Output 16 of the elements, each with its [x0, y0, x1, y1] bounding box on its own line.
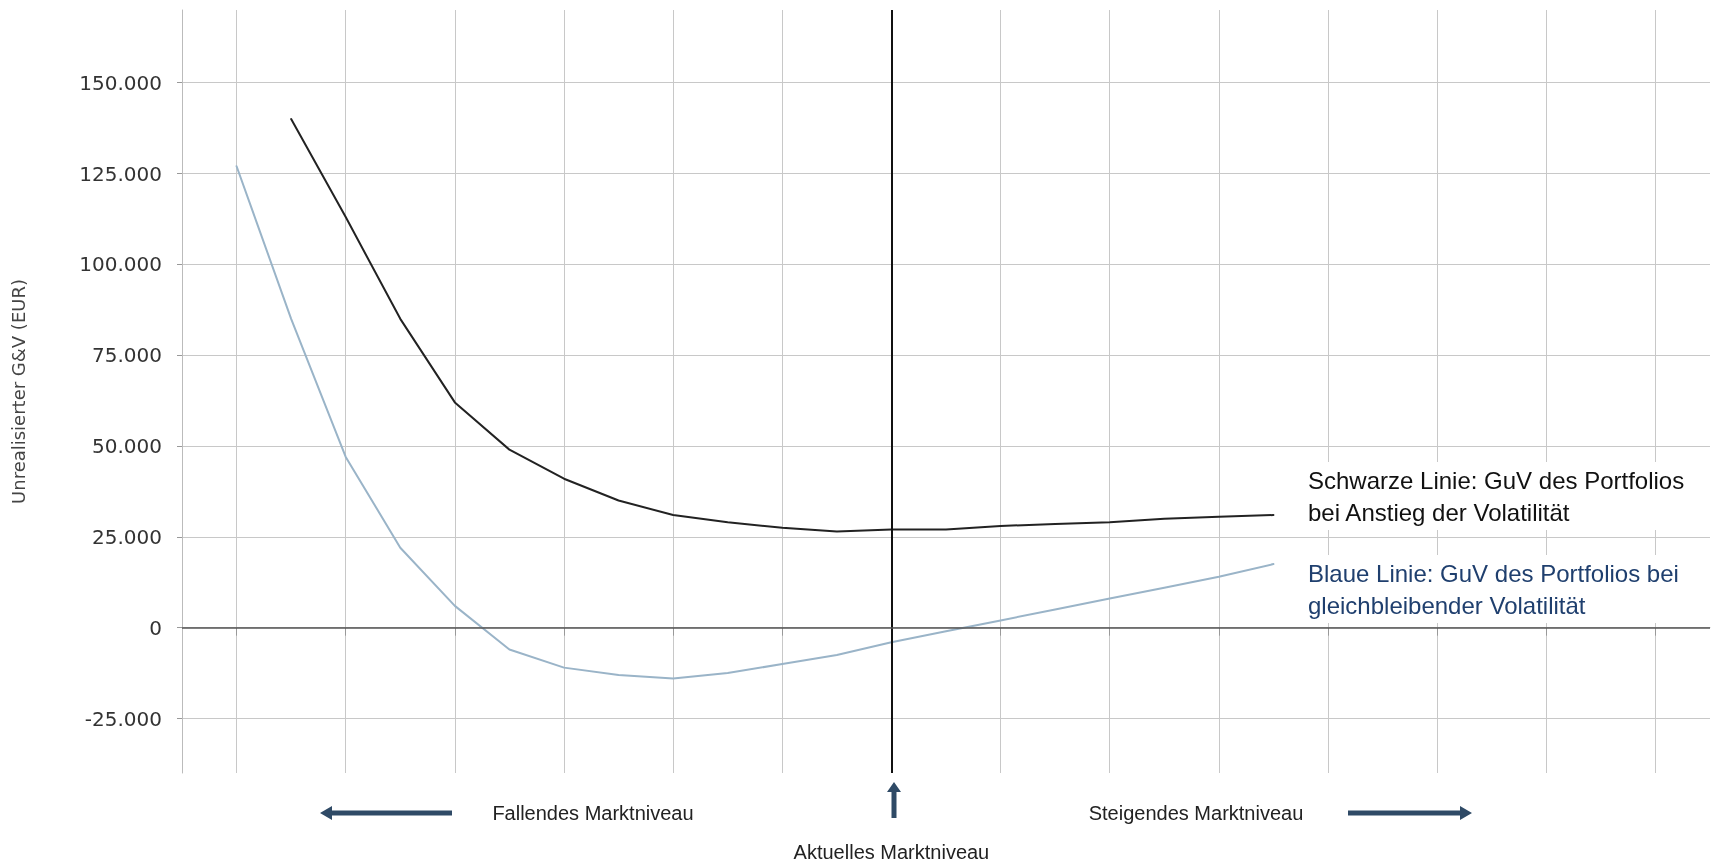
- annotation: Blaue Linie: GuV des Portfolios bei gleichbleibender Volatilität: [1308, 559, 1686, 619]
- y-tick-label: -25.000: [84, 706, 162, 731]
- line-series: [290, 118, 1275, 533]
- y-tick-label: 125.000: [79, 161, 162, 186]
- y-tick-label: 100.000: [79, 252, 162, 277]
- text: Aktuelles Marktniveau: [793, 841, 990, 863]
- text: Fallendes Marktniveau: [492, 802, 694, 824]
- y-tick-label: 150.000: [79, 70, 162, 95]
- y-tick-label: 75.000: [92, 343, 162, 368]
- annotation: Schwarze Linie: GuV des Portfolios bei Anstieg der Volatilität: [1308, 466, 1691, 526]
- line-series: [235, 165, 1275, 680]
- y-tick-label: 50.000: [92, 434, 162, 458]
- text: Steigendes Marktniveau: [1088, 802, 1304, 824]
- y-tick-label: 25.000: [92, 524, 162, 549]
- y-tick-label: 0: [149, 615, 162, 640]
- y-axis-title: Unrealisierter G&V (EUR): [7, 279, 29, 504]
